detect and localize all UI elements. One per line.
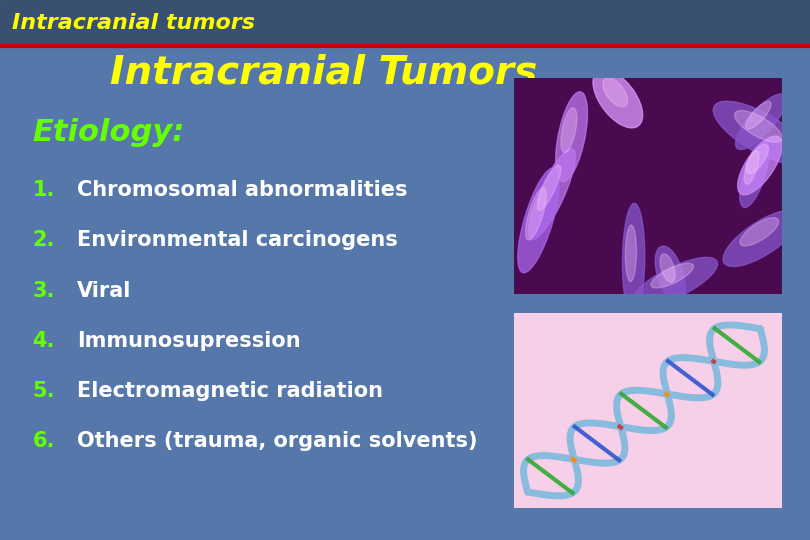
- Ellipse shape: [625, 225, 637, 281]
- Text: Intracranial tumors: Intracranial tumors: [12, 13, 255, 33]
- Ellipse shape: [528, 149, 575, 240]
- Ellipse shape: [723, 210, 801, 267]
- Ellipse shape: [744, 151, 759, 184]
- Text: Viral: Viral: [77, 280, 131, 301]
- Ellipse shape: [660, 254, 675, 282]
- Ellipse shape: [593, 70, 642, 128]
- Text: Intracranial Tumors: Intracranial Tumors: [110, 54, 538, 92]
- Ellipse shape: [714, 101, 808, 165]
- Ellipse shape: [735, 111, 782, 142]
- Ellipse shape: [537, 165, 561, 211]
- Ellipse shape: [746, 144, 769, 174]
- Text: 2.: 2.: [32, 230, 55, 251]
- Text: Immunosupression: Immunosupression: [77, 330, 301, 351]
- Ellipse shape: [740, 218, 778, 246]
- Text: 4.: 4.: [32, 330, 55, 351]
- Ellipse shape: [651, 264, 693, 288]
- Text: 1.: 1.: [32, 180, 55, 200]
- Ellipse shape: [740, 140, 769, 207]
- Ellipse shape: [735, 94, 787, 150]
- Text: 6.: 6.: [32, 431, 55, 451]
- Text: Etiology:: Etiology:: [32, 118, 185, 147]
- Ellipse shape: [561, 108, 577, 153]
- Ellipse shape: [518, 168, 560, 273]
- Ellipse shape: [746, 102, 771, 129]
- Ellipse shape: [556, 92, 587, 181]
- Ellipse shape: [655, 246, 685, 303]
- Text: Others (trauma, organic solvents): Others (trauma, organic solvents): [77, 431, 477, 451]
- Text: Chromosomal abnormalities: Chromosomal abnormalities: [77, 180, 407, 200]
- Text: Electromagnetic radiation: Electromagnetic radiation: [77, 381, 383, 401]
- Ellipse shape: [526, 187, 546, 240]
- Bar: [0, 0, 810, 46]
- Ellipse shape: [622, 204, 645, 316]
- Text: Environmental carcinogens: Environmental carcinogens: [77, 230, 398, 251]
- Ellipse shape: [603, 78, 628, 107]
- Ellipse shape: [738, 136, 782, 195]
- Text: 5.: 5.: [32, 381, 55, 401]
- Ellipse shape: [632, 258, 718, 307]
- Text: 3.: 3.: [32, 280, 55, 301]
